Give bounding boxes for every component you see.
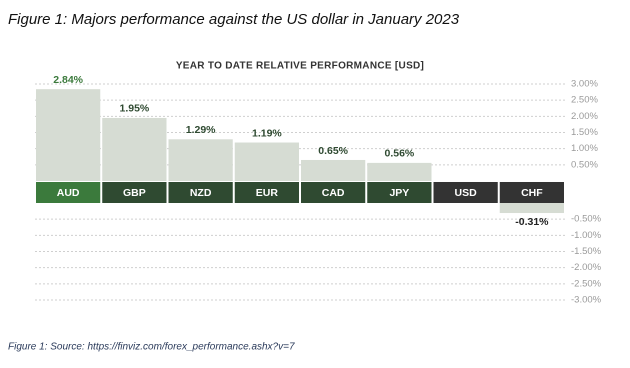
value-label: 1.29% <box>186 124 216 136</box>
value-label: 0.65% <box>318 145 348 157</box>
source-note: Figure 1: Source: https://finviz.com/for… <box>8 342 295 353</box>
value-label: 0.56% <box>384 148 414 160</box>
y-tick-label: 3.00% <box>571 79 598 90</box>
y-tick-label: 1.00% <box>571 143 598 154</box>
x-tick-label: CHF <box>521 187 543 199</box>
y-tick-label: -2.50% <box>571 278 602 289</box>
bar <box>36 89 101 181</box>
y-tick-label: -0.50% <box>571 214 602 225</box>
y-tick-label: 2.00% <box>571 111 598 122</box>
value-label: 1.95% <box>119 103 149 115</box>
category-box <box>301 182 366 203</box>
x-tick-label: EUR <box>256 187 279 199</box>
category-box <box>36 182 101 203</box>
chart-title: YEAR TO DATE RELATIVE PERFORMANCE [USD] <box>176 61 424 72</box>
bar <box>499 203 564 214</box>
x-tick-label: NZD <box>190 187 212 199</box>
category-box <box>168 182 233 203</box>
figure-caption: Figure 1: Majors performance against the… <box>8 11 460 28</box>
y-tick-label: 2.50% <box>571 95 598 106</box>
bar <box>367 162 432 181</box>
bar <box>234 142 299 181</box>
value-label: -0.31% <box>515 216 549 228</box>
x-tick-label: AUD <box>57 187 80 199</box>
bar <box>301 159 366 181</box>
value-label: 1.19% <box>252 127 282 139</box>
y-tick-label: -1.50% <box>571 246 602 257</box>
x-tick-label: JPY <box>389 187 409 199</box>
x-tick-label: CAD <box>322 187 345 199</box>
category-box <box>234 182 299 203</box>
x-tick-label: GBP <box>123 187 146 199</box>
bar <box>102 117 167 181</box>
category-box <box>499 182 564 203</box>
y-tick-label: -2.00% <box>571 262 602 273</box>
y-tick-label: 0.50% <box>571 159 598 170</box>
category-box <box>102 182 167 203</box>
category-box <box>367 182 432 203</box>
value-label: 2.84% <box>53 74 83 86</box>
y-tick-label: -3.00% <box>571 295 602 306</box>
y-tick-label: -1.00% <box>571 230 602 241</box>
bar <box>168 139 233 181</box>
y-tick-label: 1.50% <box>571 127 598 138</box>
category-box <box>433 182 498 203</box>
x-tick-label: USD <box>455 187 478 199</box>
